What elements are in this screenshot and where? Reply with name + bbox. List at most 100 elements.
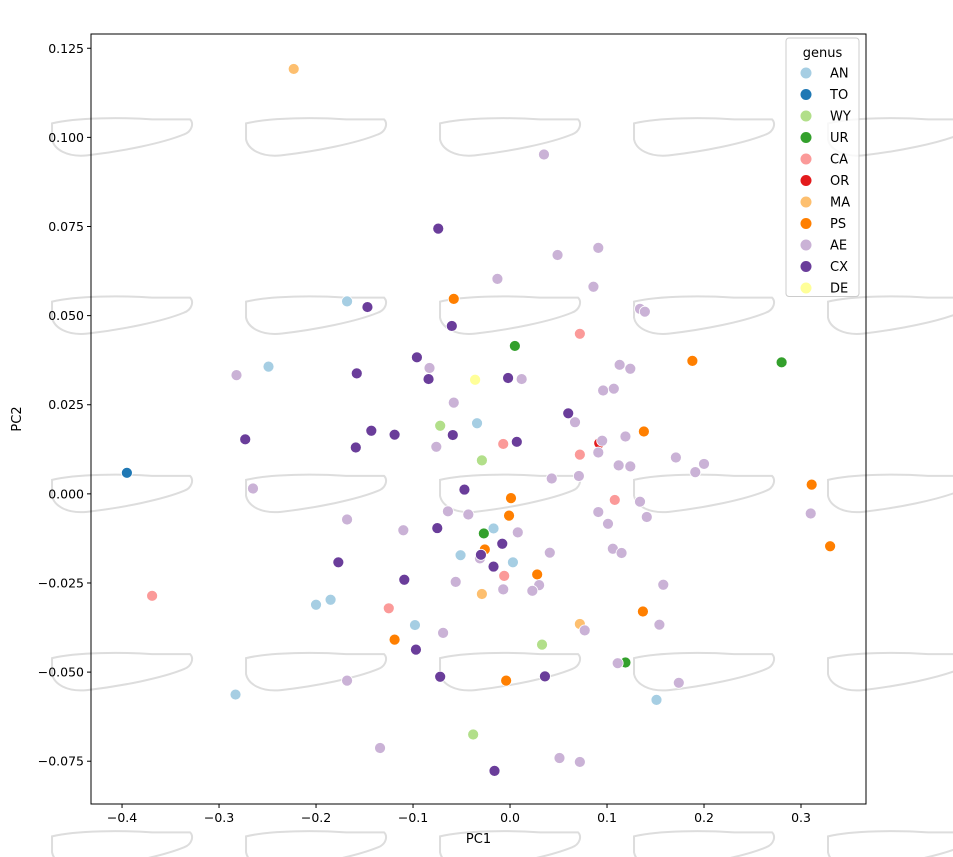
background-outline-shape (51, 473, 194, 514)
data-point-ma (475, 588, 488, 600)
data-point-ae (545, 472, 558, 485)
data-point-ae (423, 362, 436, 374)
data-point-ps (505, 492, 517, 505)
data-point-an (262, 360, 275, 373)
y-tick-label: −0.075 (38, 754, 84, 769)
data-point-ae (657, 578, 670, 591)
background-outline-shape (245, 295, 387, 335)
data-point-cx (411, 351, 423, 364)
background-outline-shape (633, 473, 775, 514)
data-point-cx (434, 670, 447, 683)
data-point-ae (698, 458, 710, 470)
data-point-an (409, 619, 421, 631)
data-point-cx (410, 643, 422, 656)
data-point-cx (365, 424, 378, 437)
background-outline-shape (245, 651, 387, 692)
legend-box (785, 37, 860, 297)
data-point-cx (475, 548, 487, 561)
data-point-cx (239, 433, 252, 446)
data-point-ae (573, 756, 586, 768)
data-point-an (310, 598, 322, 611)
legend-label-wy: WY (830, 110, 851, 125)
data-point-ae (804, 507, 817, 520)
y-tick-label: 0.125 (48, 41, 84, 56)
data-point-cx (388, 428, 401, 441)
data-point-cx (445, 320, 458, 332)
data-point-ae (397, 524, 410, 537)
data-point-ps (503, 509, 515, 522)
data-point-cx (398, 573, 411, 586)
data-point-ae (669, 451, 682, 464)
data-point-ps (500, 674, 513, 687)
data-point-ae (437, 626, 449, 639)
legend-marker-ma (800, 196, 812, 208)
data-point-cx (496, 537, 509, 550)
data-point-ae (341, 674, 353, 687)
legend: genus AN TO WY UR CA OR MA PS AE CX DE (785, 37, 860, 297)
data-point-ca (573, 448, 586, 461)
background-outline-shape (245, 473, 387, 514)
x-axis: −0.4 −0.3 −0.2 −0.1 0.0 0.1 0.2 0.3 (107, 804, 811, 825)
background-outline-shape (51, 830, 194, 857)
data-point-ae (462, 508, 475, 521)
background-outline-shapes (51, 117, 953, 857)
background-outline-shape (51, 295, 194, 335)
data-point-cx (487, 560, 500, 573)
background-outline-shape (245, 830, 387, 857)
data-point-ca (498, 569, 511, 582)
data-point-cx (432, 222, 445, 235)
data-point-an (324, 593, 337, 606)
x-tick-label: −0.2 (301, 810, 331, 825)
data-point-ae (341, 513, 353, 526)
data-point-an (487, 522, 500, 535)
legend-marker-wy (800, 110, 812, 122)
data-point-ae (587, 280, 600, 293)
y-tick-label: −0.025 (38, 575, 84, 590)
data-point-ae (607, 382, 620, 395)
data-point-wy (434, 419, 447, 432)
legend-entries: AN TO WY UR CA OR MA PS AE CX DE (800, 67, 851, 297)
x-axis-label: PC1 (466, 832, 491, 847)
data-point-ps (824, 540, 837, 553)
data-point-cx (349, 441, 362, 454)
data-point-ae (511, 526, 524, 539)
background-outline-shape (827, 473, 953, 514)
data-point-ps (447, 292, 460, 305)
background-outline-shape (439, 295, 581, 335)
data-point-ae (442, 505, 454, 518)
data-point-cx (361, 301, 374, 313)
y-axis: −0.075 −0.050 −0.025 0.000 0.025 0.050 0.075 0.… (38, 41, 91, 769)
legend-label-or: OR (830, 174, 849, 189)
legend-marker-ps (800, 218, 812, 229)
legend-label-an: AN (830, 67, 849, 82)
data-point-ae (538, 148, 550, 161)
y-tick-label: 0.075 (48, 219, 84, 234)
data-point-cx (446, 429, 459, 441)
data-point-ps (531, 568, 544, 581)
data-point-ae (596, 434, 609, 447)
background-outline-shape (439, 473, 581, 514)
y-tick-label: −0.050 (38, 665, 84, 680)
data-point-ae (640, 511, 653, 523)
data-point-ae (374, 742, 386, 754)
legend-marker-or (800, 175, 812, 186)
data-point-ps (637, 425, 650, 438)
legend-label-ur: UR (830, 131, 849, 146)
data-point-ma (287, 63, 300, 75)
data-point-ae (653, 618, 666, 631)
data-point-ae (551, 249, 564, 261)
legend-label-to: TO (829, 88, 848, 103)
data-point-ae (230, 369, 243, 382)
background-outline-shape (245, 117, 387, 157)
x-tick-label: −0.4 (107, 810, 137, 825)
data-point-ae (611, 657, 624, 670)
data-points (120, 63, 837, 777)
data-point-cx (539, 670, 551, 683)
data-point-ae (619, 430, 632, 443)
x-tick-label: −0.3 (204, 810, 234, 825)
data-point-ae (592, 506, 605, 518)
data-point-cx (422, 373, 435, 385)
data-point-cx (562, 407, 575, 420)
x-tick-label: 0.2 (694, 810, 714, 825)
x-tick-label: 0.1 (597, 810, 617, 825)
